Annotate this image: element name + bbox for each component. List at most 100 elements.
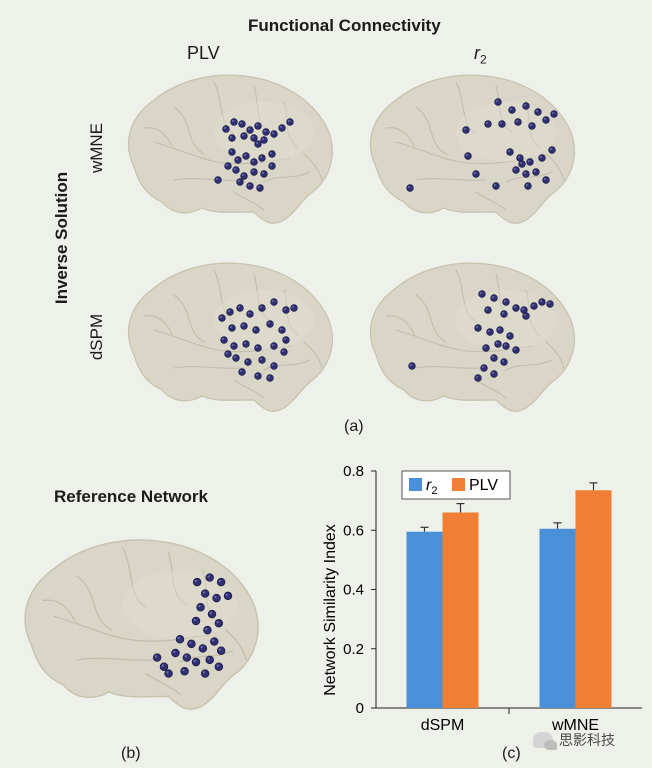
brain-node	[494, 340, 502, 348]
brain-node	[192, 577, 202, 587]
brain-node	[478, 290, 486, 298]
brain-node	[191, 616, 201, 626]
brain-node	[268, 162, 276, 170]
brain-node	[500, 310, 508, 318]
brain-node	[216, 577, 226, 587]
brain-node	[224, 162, 232, 170]
brain-node	[548, 146, 556, 154]
brain-node	[270, 362, 278, 370]
brain-node	[214, 662, 224, 671]
watermark: 思影科技	[533, 730, 615, 750]
brain-node	[228, 324, 236, 332]
brain-node	[218, 314, 226, 322]
brain-node	[200, 589, 210, 598]
brain-node	[205, 573, 214, 582]
y-tick-label: 0.6	[343, 522, 364, 539]
brain-node	[196, 603, 205, 612]
brain-node	[502, 342, 510, 350]
panel-label-a: (a)	[344, 418, 364, 435]
brain-node	[246, 182, 254, 190]
brain-node	[200, 669, 210, 678]
brain-node	[482, 344, 490, 352]
brain-node	[486, 328, 494, 336]
brain-node	[236, 178, 244, 186]
brain-node	[286, 118, 294, 126]
legend-swatch-r2	[409, 478, 422, 491]
brain-node	[472, 170, 480, 178]
brain-node	[484, 120, 492, 128]
brain-node	[171, 648, 180, 658]
brain-node	[490, 294, 498, 302]
brain-node	[232, 354, 240, 362]
brain-node	[246, 310, 254, 318]
brain-node	[246, 126, 254, 134]
brain-node	[538, 298, 546, 306]
brain-node	[260, 170, 268, 178]
panel-label-c: (c)	[502, 745, 521, 762]
r2-main: r	[474, 43, 480, 63]
brain-node	[187, 639, 196, 649]
brain-node	[182, 653, 192, 662]
brain-node	[254, 344, 262, 352]
brain-node	[270, 298, 278, 306]
brain-node	[530, 302, 538, 310]
brain-node	[250, 168, 258, 176]
brain-node	[258, 356, 266, 364]
reference-network-title: Reference Network	[54, 487, 209, 506]
brain-node	[258, 304, 266, 312]
brain-node	[498, 120, 506, 128]
brain-node	[254, 122, 262, 130]
brain-node	[542, 116, 550, 124]
y-tick-label: 0.4	[343, 582, 364, 599]
brain-node	[164, 669, 173, 678]
brain-node	[232, 166, 240, 174]
brain-node	[484, 306, 492, 314]
wechat-icon	[533, 732, 557, 750]
brain-node	[464, 152, 472, 160]
brain-node	[266, 374, 274, 382]
brain-node	[550, 110, 558, 118]
bar-chart-network-similarity: 0 0.2 0.4 0.6 0.8 dSPM wMNE r2 PLV Network Simi…	[322, 463, 642, 734]
brain-node	[244, 358, 252, 366]
brain-node	[512, 304, 520, 312]
brain-panel-wmne-plv	[127, 74, 333, 224]
brain-node	[250, 158, 258, 166]
brain-node	[220, 336, 228, 344]
brain-node	[224, 350, 232, 358]
brain-node	[226, 308, 234, 316]
brain-node	[270, 342, 278, 350]
brain-node	[240, 172, 248, 180]
brain-node	[534, 108, 542, 116]
brain-node	[528, 122, 536, 130]
bar-r2-wmne	[539, 528, 576, 708]
brain-node	[222, 125, 230, 133]
brain-node	[490, 354, 498, 362]
brain-node	[532, 168, 540, 176]
brain-node	[191, 657, 201, 667]
brain-node	[280, 348, 288, 356]
legend-label-plv: PLV	[469, 477, 498, 494]
legend-swatch-plv	[452, 478, 465, 491]
brain-node	[524, 182, 532, 190]
brain-node	[216, 646, 226, 655]
brain-node	[278, 326, 286, 334]
brain-node	[236, 304, 244, 312]
brain-node	[542, 176, 550, 184]
brain-node	[242, 340, 250, 348]
brain-node	[198, 644, 208, 653]
brain-node	[234, 156, 242, 164]
brain-node	[506, 332, 514, 340]
brain-node	[250, 134, 258, 142]
brain-node	[490, 370, 498, 378]
brain-node	[260, 136, 268, 144]
brain-node	[175, 635, 185, 644]
brain-node	[512, 346, 520, 354]
brain-node	[522, 312, 530, 320]
column-label-r2: r2	[474, 43, 487, 67]
brain-node	[205, 655, 214, 665]
brain-node	[242, 152, 250, 160]
brain-node	[502, 298, 510, 306]
brain-node	[214, 176, 222, 184]
inverse-solution-label: Inverse Solution	[52, 171, 71, 305]
brain-node	[500, 358, 508, 366]
